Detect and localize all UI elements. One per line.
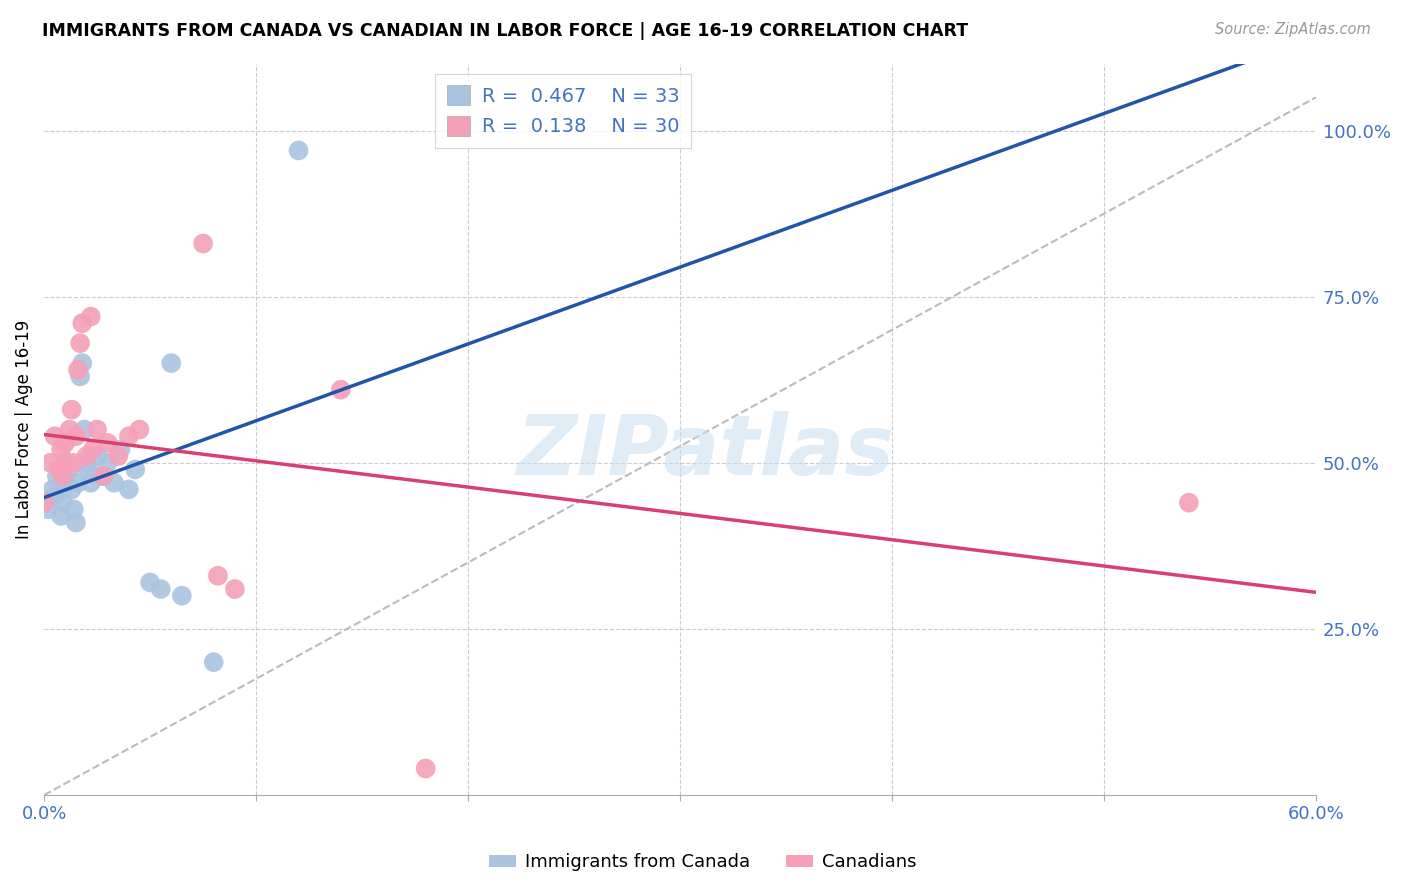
Point (1178, 496, 1201, 510)
Point (72, 356, 94, 370)
Point (62, 502, 84, 516)
Text: IMMIGRANTS FROM CANADA VS CANADIAN IN LABOR FORCE | AGE 16-19 CORRELATION CHART: IMMIGRANTS FROM CANADA VS CANADIAN IN LA… (42, 22, 969, 40)
Point (76, 449, 98, 463)
Y-axis label: In Labor Force | Age 16-19: In Labor Force | Age 16-19 (15, 320, 32, 539)
Point (53, 456, 76, 470)
Point (56, 475, 79, 490)
Point (110, 442, 132, 457)
Point (45, 469, 67, 483)
Point (287, 144, 309, 158)
Point (118, 429, 141, 443)
Point (90, 469, 112, 483)
Point (139, 575, 162, 590)
Point (37, 502, 59, 516)
Point (160, 356, 183, 370)
Point (44, 429, 66, 443)
Point (44, 489, 66, 503)
Point (48, 462, 70, 476)
Point (58, 462, 80, 476)
Point (52, 496, 75, 510)
Point (97, 435, 120, 450)
Point (32, 496, 55, 510)
Point (39, 456, 62, 470)
Point (124, 462, 146, 476)
Legend: R =  0.467    N = 33, R =  0.138    N = 30: R = 0.467 N = 33, R = 0.138 N = 30 (436, 74, 692, 148)
Point (80, 475, 103, 490)
Point (86, 449, 108, 463)
Point (76, 456, 98, 470)
Point (329, 383, 352, 397)
Point (103, 475, 125, 490)
Legend: Immigrants from Canada, Canadians: Immigrants from Canada, Canadians (482, 847, 924, 879)
Point (170, 589, 193, 603)
Point (72, 316, 94, 330)
Text: Source: ZipAtlas.com: Source: ZipAtlas.com (1215, 22, 1371, 37)
Point (56, 456, 79, 470)
Point (415, 762, 437, 776)
Point (191, 236, 214, 251)
Point (32, 496, 55, 510)
Point (65, 516, 87, 530)
Point (86, 423, 108, 437)
Point (66, 363, 89, 377)
Point (107, 449, 129, 463)
Point (224, 582, 246, 596)
Text: ZIPatlas: ZIPatlas (516, 411, 894, 492)
Point (49, 442, 72, 457)
Point (60, 483, 83, 497)
Point (202, 655, 225, 669)
Point (66, 475, 89, 490)
Point (53, 435, 76, 450)
Point (69, 369, 91, 384)
Point (41, 483, 63, 497)
Point (97, 456, 120, 470)
Point (128, 423, 150, 437)
Point (118, 483, 141, 497)
Point (58, 423, 80, 437)
Point (82, 442, 104, 457)
Point (62, 456, 84, 470)
Point (207, 568, 229, 582)
Point (52, 469, 75, 483)
Point (93, 469, 115, 483)
Point (60, 402, 83, 417)
Point (77, 462, 100, 476)
Point (149, 582, 172, 596)
Point (69, 336, 91, 351)
Point (80, 310, 103, 324)
Point (49, 508, 72, 523)
Point (73, 423, 96, 437)
Point (65, 429, 87, 443)
